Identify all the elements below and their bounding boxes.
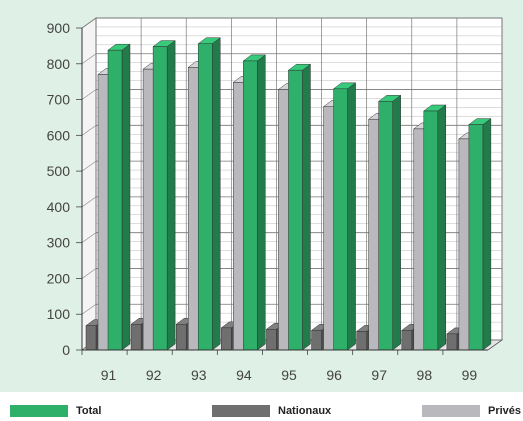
gridline-side [81, 89, 97, 100]
bar-nationaux-front [130, 323, 142, 351]
bar-total-side [347, 82, 356, 351]
legend-label-prives: Privés [488, 405, 522, 417]
bar-total [107, 43, 131, 351]
bar-total [152, 40, 176, 351]
bar-total-side [166, 40, 176, 351]
bar-total [287, 63, 312, 351]
x-tick-label: 91 [101, 367, 117, 383]
legend-swatch-prives [422, 405, 480, 417]
y-tick-label: 800 [47, 56, 71, 72]
bar-total-front [288, 69, 303, 351]
bar-total [377, 94, 402, 351]
gridline-side [81, 125, 97, 136]
y-tick-label: 0 [62, 342, 70, 358]
bar-total-front [243, 60, 258, 351]
legend-label-total: Total [76, 405, 102, 417]
chart-panel: 0 100 200 300 400 500 600 700 800 900 91 92 93 94 95 96… [0, 0, 523, 392]
legend-swatch-nationaux [212, 405, 270, 417]
bar-nationaux-front [221, 327, 232, 351]
bar-total [242, 54, 267, 351]
bar-nationaux-front [311, 330, 322, 351]
legend-item-nationaux: Nationaux [212, 402, 331, 420]
x-tick-label: 94 [236, 367, 252, 383]
gridline-side [81, 232, 97, 243]
bar-total-front [423, 110, 439, 351]
x-tick-label: 96 [326, 367, 342, 383]
y-tick-label: 900 [47, 20, 71, 36]
x-tick-label: 97 [371, 367, 387, 383]
bar-nationaux-front [446, 333, 458, 351]
bar-total-side [211, 37, 221, 351]
bar-total-side [437, 104, 447, 351]
bar-total-front [107, 49, 123, 351]
x-tick-label: 93 [191, 367, 207, 383]
x-tick-label: 95 [281, 367, 297, 383]
y-tick-label: 300 [47, 235, 71, 251]
y-tick-label: 500 [47, 163, 71, 179]
gridline-side [81, 53, 97, 65]
bar-chart: 0 100 200 300 400 500 600 700 800 900 91 92 93 94 95 96… [47, 17, 504, 383]
bar-total [332, 82, 357, 351]
bar-total-front [333, 88, 348, 351]
bar-nationaux-front [266, 328, 277, 351]
bar-total-front [468, 124, 484, 351]
y-tick-label: 600 [47, 127, 71, 143]
legend-item-total: Total [10, 402, 101, 420]
gridline-side [81, 196, 97, 208]
legend-item-prives: Privés [422, 402, 521, 420]
bar-total [197, 37, 221, 351]
bar-total-side [257, 54, 266, 351]
bar-total-side [482, 118, 492, 351]
x-tick-label: 98 [417, 367, 433, 383]
gridline-side [81, 303, 97, 315]
bar-total-front [197, 43, 213, 351]
x-tick-label: 99 [462, 367, 478, 383]
bar-total-front [152, 46, 168, 351]
bar-total-side [392, 94, 401, 351]
legend-swatch-total [10, 405, 68, 417]
legend-label-nationaux: Nationaux [278, 405, 332, 417]
bar-total [468, 118, 492, 351]
bar-nationaux-front [401, 330, 413, 351]
bar-nationaux-front [85, 325, 97, 351]
gridline-side [81, 268, 97, 279]
gridline-side [81, 17, 97, 29]
gridline-side [81, 160, 97, 172]
bar-total [423, 104, 447, 351]
bar-nationaux-front [175, 323, 187, 351]
y-tick-label: 200 [47, 270, 71, 286]
y-tick-label: 100 [47, 306, 71, 322]
y-tick-label: 400 [47, 199, 71, 215]
bar-nationaux-front [356, 331, 367, 351]
x-tick-label: 92 [146, 367, 162, 383]
bar-total-front [378, 101, 393, 351]
bar-total-side [121, 43, 131, 351]
bar-total-side [302, 63, 311, 351]
chart-side-wall [81, 17, 97, 351]
y-tick-label: 700 [47, 92, 71, 108]
